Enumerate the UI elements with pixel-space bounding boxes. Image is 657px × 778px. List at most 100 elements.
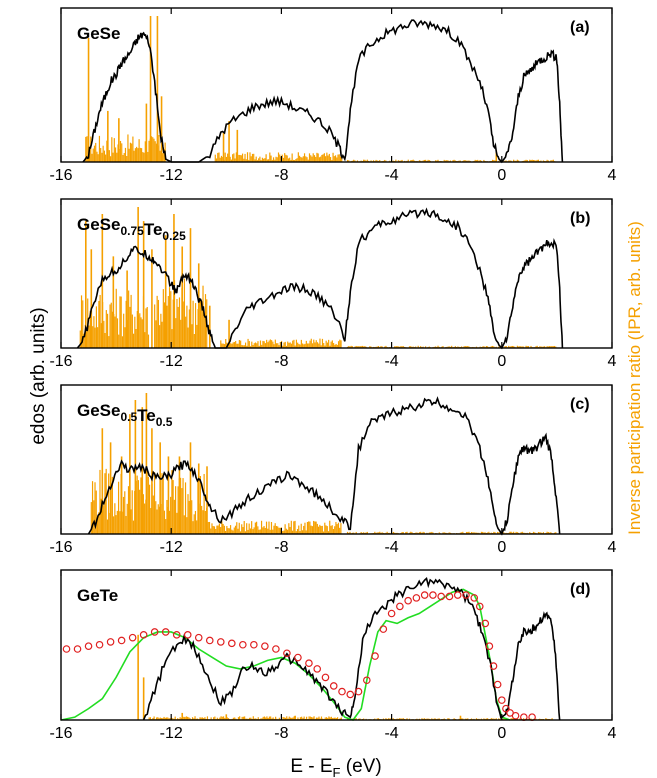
system-label-part: GeSe xyxy=(77,401,120,420)
red-circle-point xyxy=(412,594,421,602)
red-circle-point xyxy=(475,602,484,611)
red-circle-point xyxy=(150,628,159,636)
red-circle-point xyxy=(128,633,137,642)
red-circle-point xyxy=(228,639,236,648)
red-circle-point xyxy=(84,642,93,650)
red-circle-point xyxy=(481,619,490,628)
red-circle-point xyxy=(239,640,247,649)
red-circle-point xyxy=(106,638,115,646)
plot-frame xyxy=(60,384,613,535)
x-tick-label: -12 xyxy=(160,353,183,370)
x-axis-label-unit: (eV) xyxy=(341,756,382,777)
edos-line xyxy=(142,577,561,721)
red-circle-point xyxy=(305,659,313,668)
x-axis-label-subscript: F xyxy=(333,765,341,778)
panel-d: -16 -12 -8 -4 0 4 (d) GeTe xyxy=(49,569,617,742)
x-tick-label: -16 xyxy=(49,353,72,370)
system-label-part: GeTe xyxy=(77,586,118,605)
red-circle-point xyxy=(470,594,479,602)
x-tick-label: -4 xyxy=(384,539,398,556)
system-label-subscript: 0.5 xyxy=(120,410,137,424)
red-circle-point xyxy=(462,591,470,599)
red-circle-point xyxy=(453,591,462,599)
edos-line xyxy=(76,207,564,350)
x-tick-label: -16 xyxy=(49,725,72,742)
red-circle-point xyxy=(511,711,520,720)
red-circle-point xyxy=(489,662,498,670)
x-tick-label: 0 xyxy=(497,725,506,742)
red-circle-point xyxy=(205,636,214,645)
red-circle-series xyxy=(62,591,536,721)
red-circle-point xyxy=(95,640,104,649)
panels: -16 -12 -8 -4 0 4(a)GeSe-16 -12 -8 -4 0 4(b)GeSe0.… xyxy=(49,7,617,742)
red-circle-point xyxy=(183,630,192,639)
red-circle-point xyxy=(497,696,506,704)
ipr-series xyxy=(85,16,557,162)
red-circle-point xyxy=(387,609,396,618)
red-circle-point xyxy=(329,682,338,690)
y-axis-label-right: Inverse participation ratio (IPR, arb. u… xyxy=(625,221,644,535)
x-tick-label: 0 xyxy=(497,353,506,370)
red-circle-point xyxy=(161,628,170,636)
x-tick-label: -4 xyxy=(384,725,398,742)
system-label: GeSe0.75Te0.25 xyxy=(77,215,186,243)
panel-label: (c) xyxy=(570,396,590,413)
red-circle-point xyxy=(117,636,126,645)
x-tick-label: 0 xyxy=(497,539,506,556)
system-label: GeSe xyxy=(77,24,120,43)
x-tick-label: -8 xyxy=(274,539,288,556)
red-circle-point xyxy=(354,687,363,696)
x-tick-label: -12 xyxy=(160,539,183,556)
x-axis-label: E - EF (eV) xyxy=(290,756,381,778)
x-tick-label: -8 xyxy=(274,353,288,370)
x-tick-label: -4 xyxy=(384,167,398,184)
panel-c: -16 -12 -8 -4 0 4(c)GeSe0.5Te0.5 xyxy=(49,384,617,556)
red-circle-point xyxy=(371,652,379,660)
x-axis-label-main: E - E xyxy=(290,756,332,777)
y-axis-label-left: edos (arb. units) xyxy=(28,307,49,444)
x-tick-label: -16 xyxy=(49,167,72,184)
system-label-subscript: 0.5 xyxy=(156,415,173,429)
panel-label: (b) xyxy=(570,210,590,227)
x-tick-label: -12 xyxy=(160,167,183,184)
red-circle-point xyxy=(250,640,258,649)
plot-frame xyxy=(60,569,613,721)
x-tick-label: -12 xyxy=(160,725,183,742)
red-circle-point xyxy=(73,645,82,653)
red-circle-point xyxy=(62,645,71,653)
red-circle-point xyxy=(321,673,330,682)
x-tick-label: -4 xyxy=(384,353,398,370)
red-circle-point xyxy=(493,680,502,689)
red-circle-point xyxy=(313,665,322,673)
x-tick-label: -16 xyxy=(49,539,72,556)
plot-frame xyxy=(60,7,613,163)
plot-frame xyxy=(60,198,613,349)
red-circle-point xyxy=(139,630,148,639)
red-circle-point xyxy=(445,592,454,601)
x-tick-label: -8 xyxy=(274,167,288,184)
x-tick-label: 4 xyxy=(608,539,617,556)
panel-label: (d) xyxy=(570,581,590,598)
red-circle-point xyxy=(261,642,269,650)
edos-line xyxy=(87,396,561,536)
panel-label: (a) xyxy=(570,19,590,36)
x-tick-label: 4 xyxy=(608,353,617,370)
red-circle-point xyxy=(404,596,412,605)
x-tick-label: 0 xyxy=(497,167,506,184)
x-tick-label: 4 xyxy=(608,167,617,184)
system-label: GeTe xyxy=(77,586,118,605)
system-label-subscript: 0.75 xyxy=(120,224,144,238)
system-label-part: Te xyxy=(144,220,163,239)
red-circle-point xyxy=(283,649,291,658)
red-circle-point xyxy=(338,687,346,696)
red-circle-point xyxy=(216,638,225,646)
system-label-subscript: 0.25 xyxy=(162,229,186,243)
x-tick-label: 4 xyxy=(608,725,617,742)
red-circle-point xyxy=(363,676,371,685)
red-circle-point xyxy=(437,592,445,601)
red-circle-point xyxy=(294,653,302,662)
edos-line xyxy=(82,19,564,164)
red-circle-point xyxy=(272,645,280,653)
red-circle-point xyxy=(485,642,494,650)
